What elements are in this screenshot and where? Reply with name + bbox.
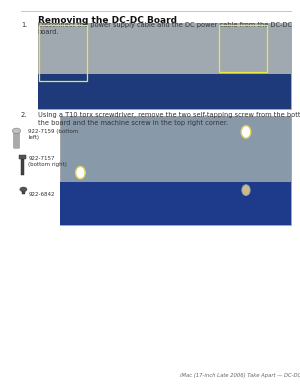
Bar bbox=[38, 23, 291, 109]
Text: 922-7157
(bottom right): 922-7157 (bottom right) bbox=[28, 156, 68, 167]
Text: 1.: 1. bbox=[21, 22, 27, 28]
Circle shape bbox=[241, 126, 251, 138]
Ellipse shape bbox=[20, 187, 27, 192]
Text: iMac (17-inch Late 2006) Take Apart — DC-DC Board: iMac (17-inch Late 2006) Take Apart — DC… bbox=[180, 373, 300, 378]
Text: 2.: 2. bbox=[21, 112, 27, 118]
Text: 922-6842: 922-6842 bbox=[28, 192, 55, 197]
Bar bbox=[219, 25, 267, 72]
Text: Removing the DC-DC Board: Removing the DC-DC Board bbox=[38, 16, 176, 25]
Text: Using a T10 torx screwdriver, remove the two self-tapping screw from the bottom : Using a T10 torx screwdriver, remove the… bbox=[38, 112, 300, 126]
Bar bbox=[19, 155, 26, 159]
Bar bbox=[22, 189, 25, 194]
Text: Disconnect the power supply cable and the DC power cable from the DC-DC board.: Disconnect the power supply cable and th… bbox=[38, 22, 292, 35]
Text: 922-7159 (bottom
left): 922-7159 (bottom left) bbox=[28, 129, 79, 140]
FancyBboxPatch shape bbox=[14, 132, 20, 148]
Bar bbox=[60, 182, 291, 225]
Circle shape bbox=[76, 166, 85, 179]
Bar bbox=[21, 159, 24, 175]
Bar bbox=[60, 116, 291, 225]
Bar bbox=[39, 25, 87, 81]
Ellipse shape bbox=[12, 128, 21, 133]
Bar bbox=[38, 74, 291, 109]
Circle shape bbox=[242, 185, 250, 196]
